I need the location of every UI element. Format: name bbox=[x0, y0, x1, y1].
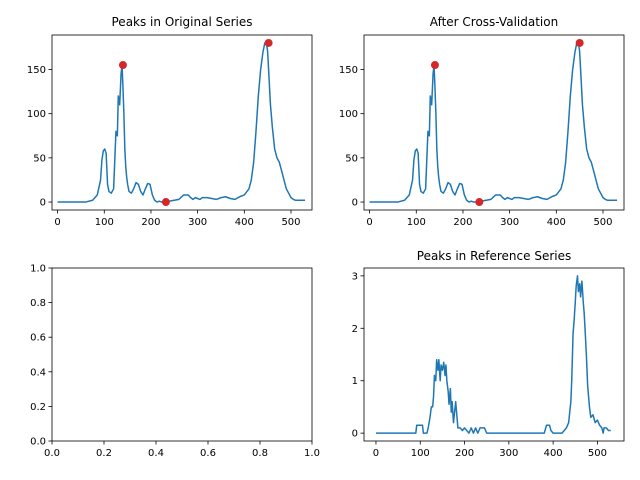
subplot-peaks-reference: Peaks in Reference Series 0 100 200 300 400 5… bbox=[352, 249, 625, 459]
x-tick-label: 400 bbox=[235, 217, 254, 228]
y-tick-label: 0 bbox=[40, 198, 46, 209]
x-tick-label: 100 bbox=[411, 448, 430, 459]
y-tick-label: 150 bbox=[27, 65, 46, 76]
x-tick-label: 200 bbox=[455, 448, 474, 459]
series-line bbox=[369, 42, 617, 203]
y-tick-label: 0.8 bbox=[30, 298, 46, 309]
x-tick-label: 100 bbox=[95, 217, 114, 228]
plot-area bbox=[369, 42, 617, 203]
y-tick-label: 3 bbox=[352, 271, 358, 282]
y-tick-label: 50 bbox=[345, 153, 358, 164]
y-tick-label: 1 bbox=[352, 376, 358, 387]
y-tick-label: 1.0 bbox=[30, 264, 46, 275]
x-tick-label: 300 bbox=[500, 217, 519, 228]
x-tick-label: 0.2 bbox=[96, 448, 112, 459]
x-tick-label: 0.0 bbox=[44, 448, 60, 459]
y-tick-label: 0.6 bbox=[30, 333, 46, 344]
subplot-title: Peaks in Original Series bbox=[112, 15, 253, 29]
x-tick-label: 300 bbox=[499, 448, 518, 459]
x-tick-label: 200 bbox=[141, 217, 160, 228]
y-tick-label: 100 bbox=[339, 109, 358, 120]
x-tick-label: 400 bbox=[547, 217, 566, 228]
subplot-empty: 0.0 0.2 0.4 0.6 0.8 1.0 0.0 0.2 0.4 0.6 0.8 1.0 bbox=[30, 264, 320, 460]
subplot-peaks-original: Peaks in Original Series 0 100 200 300 400 50… bbox=[27, 15, 313, 228]
series-line bbox=[57, 42, 305, 203]
plot-area bbox=[375, 275, 611, 434]
y-tick-label: 100 bbox=[27, 109, 46, 120]
axes-frame bbox=[363, 267, 625, 442]
plot-area bbox=[57, 42, 305, 203]
x-tick-label: 1.0 bbox=[304, 448, 320, 459]
series-line bbox=[375, 275, 611, 434]
axes-frame bbox=[363, 34, 625, 211]
peak-marker bbox=[118, 61, 127, 70]
y-tick-label: 0.2 bbox=[30, 402, 46, 413]
y-tick-label: 2 bbox=[352, 324, 358, 335]
peak-marker bbox=[264, 38, 273, 47]
peak-marker bbox=[575, 38, 584, 47]
x-tick-label: 0 bbox=[366, 217, 372, 228]
peak-marker bbox=[161, 198, 170, 207]
subplot-title: Peaks in Reference Series bbox=[417, 249, 571, 263]
y-tick-label: 0 bbox=[352, 429, 358, 440]
x-tick-label: 200 bbox=[453, 217, 472, 228]
y-tick-label: 0 bbox=[352, 198, 358, 209]
x-tick-label: 0.6 bbox=[200, 448, 216, 459]
x-tick-label: 0.8 bbox=[252, 448, 268, 459]
subplot-title: After Cross-Validation bbox=[430, 15, 558, 29]
x-tick-label: 100 bbox=[407, 217, 426, 228]
x-tick-label: 0.4 bbox=[148, 448, 164, 459]
x-tick-label: 0 bbox=[54, 217, 60, 228]
x-tick-label: 0 bbox=[373, 448, 379, 459]
axes-frame bbox=[51, 267, 313, 442]
y-tick-label: 50 bbox=[33, 153, 46, 164]
x-tick-label: 400 bbox=[544, 448, 563, 459]
y-tick-label: 0.0 bbox=[30, 437, 46, 448]
x-tick-label: 500 bbox=[281, 217, 300, 228]
x-tick-label: 500 bbox=[588, 448, 607, 459]
peak-marker bbox=[475, 198, 484, 207]
x-tick-label: 300 bbox=[188, 217, 207, 228]
x-tick-label: 500 bbox=[593, 217, 612, 228]
subplot-after-cross-validation: After Cross-Validation 0 100 200 300 400 500 0… bbox=[339, 15, 625, 228]
axes-frame bbox=[51, 34, 313, 211]
y-tick-label: 0.4 bbox=[30, 367, 46, 378]
y-tick-label: 150 bbox=[339, 65, 358, 76]
peak-marker bbox=[430, 61, 439, 70]
